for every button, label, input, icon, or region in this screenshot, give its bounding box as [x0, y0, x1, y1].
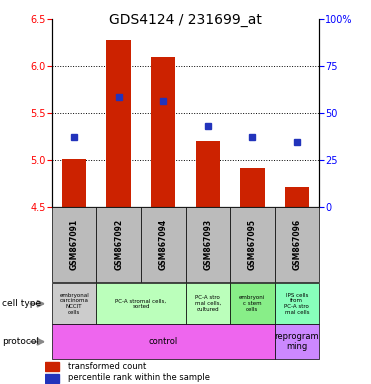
Bar	[230, 207, 275, 282]
Text: GDS4124 / 231699_at: GDS4124 / 231699_at	[109, 13, 262, 27]
Text: GSM867095: GSM867095	[248, 219, 257, 270]
Bar	[62, 159, 86, 207]
Text: IPS cells
from
PC-A stro
mal cells: IPS cells from PC-A stro mal cells	[284, 293, 309, 315]
Bar	[240, 168, 265, 207]
Bar	[52, 324, 275, 359]
Bar	[96, 283, 186, 324]
Text: PC-A stro
mal cells,
cultured: PC-A stro mal cells, cultured	[195, 295, 221, 312]
Bar	[230, 283, 275, 324]
Bar	[151, 57, 175, 207]
Bar	[45, 374, 59, 383]
Text: embryonal
carcinoma
NCCIT
cells: embryonal carcinoma NCCIT cells	[59, 293, 89, 315]
Text: GSM867096: GSM867096	[292, 219, 301, 270]
Bar	[141, 207, 186, 282]
Bar	[186, 283, 230, 324]
Bar	[275, 324, 319, 359]
Text: GSM867091: GSM867091	[70, 219, 79, 270]
Bar	[96, 207, 141, 282]
Text: embryoni
c stem
cells: embryoni c stem cells	[239, 295, 265, 312]
Bar	[275, 283, 319, 324]
Text: GSM867092: GSM867092	[114, 219, 123, 270]
Text: control: control	[149, 337, 178, 346]
Text: GSM867094: GSM867094	[159, 219, 168, 270]
Text: PC-A stromal cells,
sorted: PC-A stromal cells, sorted	[115, 298, 167, 309]
Bar	[196, 141, 220, 207]
Bar	[45, 362, 59, 371]
Bar	[186, 207, 230, 282]
Bar	[52, 207, 96, 282]
Bar	[285, 187, 309, 207]
Text: percentile rank within the sample: percentile rank within the sample	[68, 374, 210, 382]
Text: protocol: protocol	[2, 337, 39, 346]
Text: transformed count: transformed count	[68, 362, 147, 371]
Bar	[275, 207, 319, 282]
Bar	[106, 40, 131, 207]
Bar	[52, 283, 96, 324]
Text: reprogram
ming: reprogram ming	[275, 332, 319, 351]
Text: GSM867093: GSM867093	[203, 219, 212, 270]
Text: cell type: cell type	[2, 299, 41, 308]
